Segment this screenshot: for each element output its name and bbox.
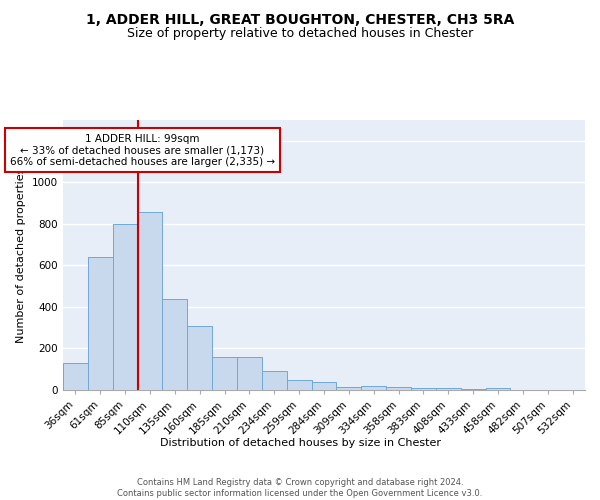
Bar: [63, 363, 88, 390]
Bar: [337, 387, 361, 390]
Bar: [113, 224, 137, 390]
Bar: [212, 357, 237, 390]
Text: 1, ADDER HILL, GREAT BOUGHTON, CHESTER, CH3 5RA: 1, ADDER HILL, GREAT BOUGHTON, CHESTER, …: [86, 12, 514, 26]
Bar: [411, 388, 436, 390]
Y-axis label: Number of detached properties: Number of detached properties: [16, 168, 26, 342]
Bar: [311, 382, 337, 390]
Bar: [187, 326, 212, 390]
Bar: [287, 380, 311, 390]
Bar: [137, 212, 163, 390]
Bar: [386, 387, 411, 390]
Text: 1 ADDER HILL: 99sqm
← 33% of detached houses are smaller (1,173)
66% of semi-det: 1 ADDER HILL: 99sqm ← 33% of detached ho…: [10, 134, 275, 166]
Text: Contains HM Land Registry data © Crown copyright and database right 2024.
Contai: Contains HM Land Registry data © Crown c…: [118, 478, 482, 498]
Bar: [485, 388, 511, 390]
Bar: [88, 257, 113, 390]
Bar: [461, 388, 485, 390]
Bar: [237, 357, 262, 390]
Bar: [262, 372, 287, 390]
Bar: [436, 388, 461, 390]
Text: Distribution of detached houses by size in Chester: Distribution of detached houses by size …: [160, 438, 440, 448]
Bar: [163, 298, 187, 390]
Bar: [361, 386, 386, 390]
Text: Size of property relative to detached houses in Chester: Size of property relative to detached ho…: [127, 28, 473, 40]
